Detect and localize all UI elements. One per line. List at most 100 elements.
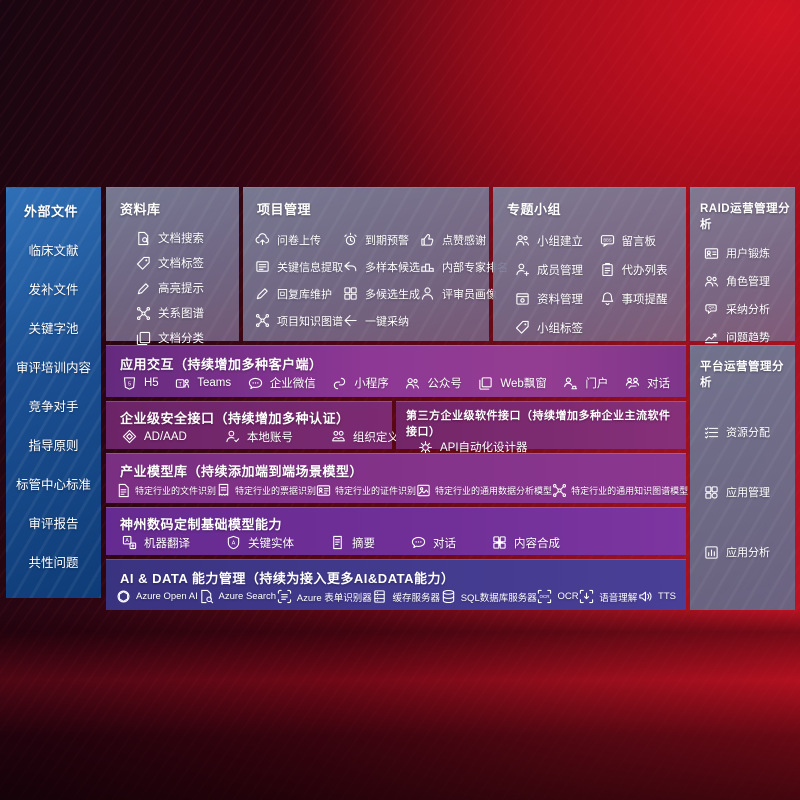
ocr-icon: OCR (537, 589, 552, 604)
entity-shield-icon: A (226, 535, 241, 550)
third-party-interface-title: 第三方企业级软件接口（持续增加多种企业主流软件接口） (406, 410, 671, 438)
sql-db-icon (441, 589, 456, 604)
feature-item: 摘要 (330, 535, 375, 551)
h5-icon: 5 (122, 376, 137, 391)
external-files-panel: 外部文件 临床文献 发补文件 关键字池 审评培训内容 竞争对手 指导原则 标管中心标准 审评报… (6, 187, 101, 598)
dialog-users-icon (625, 376, 640, 391)
role-users-icon (704, 274, 719, 289)
feature-item: 资料管理 (515, 291, 600, 307)
folder-box-icon (515, 291, 530, 306)
feature-item: 文档标签 (136, 255, 239, 271)
security-interface-title: 企业级安全接口（持续增加多种认证） (120, 411, 350, 427)
teams-icon: T (175, 376, 190, 391)
feature-item: 评审员画像 (420, 286, 508, 302)
file-doc-icon (116, 483, 131, 498)
feature-item: 特定行业的票据识别 (216, 483, 316, 498)
ad-diamond-icon (122, 429, 137, 444)
form-recognizer-icon (277, 589, 292, 604)
adopt-arrow-icon (343, 313, 358, 328)
feature-item: 企业微信 (248, 375, 316, 391)
svg-text:QA: QA (709, 305, 715, 310)
doc-search-icon (136, 231, 151, 246)
feature-item: 公众号 (405, 375, 462, 391)
feature-item: SQL数据库服务器 (441, 589, 537, 604)
feature-item: 门户 (563, 375, 608, 391)
bell-icon (600, 291, 615, 306)
sidebar-item: 审评培训内容 (15, 361, 91, 375)
feature-item: 角色管理 (704, 273, 795, 289)
feature-item: 一键采纳 (343, 313, 420, 329)
todo-list-icon (600, 262, 615, 277)
openai-icon (116, 589, 131, 604)
feature-item: Web飘窗 (478, 375, 547, 391)
industry-models-items: 特定行业的文件识别 特定行业的票据识别 特定行业的证件识别 特定行业的通用数据分析模型… (106, 483, 688, 498)
miniprogram-icon (332, 376, 347, 391)
feature-item: Azure 表单识别器 (277, 589, 372, 604)
feature-item: AD/AAD (122, 429, 187, 444)
repository-panel: 资料库 文档搜索 文档标签 高亮提示 关系图谱 文档分类 (106, 187, 239, 345)
receipt-icon (216, 483, 231, 498)
feature-item: 项目知识图谱 (255, 313, 343, 329)
feature-item: 特定行业的通用知识图谱模型 (552, 483, 688, 498)
doc-copy-icon (136, 331, 151, 346)
sidebar-item: 关键字池 (28, 322, 79, 336)
feature-item: 成员管理 (515, 262, 600, 278)
feature-item: T Teams (175, 376, 231, 391)
group-users-icon (515, 233, 530, 248)
feature-item: 事项提醒 (600, 291, 681, 307)
trend-chart-icon (704, 330, 719, 345)
summary-doc-icon (330, 535, 345, 550)
pen-edit-icon (255, 286, 270, 301)
graph-icon (136, 306, 151, 321)
feature-item: 多样本候选 (343, 259, 420, 275)
feature-item: A 机器翻译 (122, 535, 190, 551)
azure-search-icon (199, 589, 214, 604)
feature-item: A 关键实体 (226, 535, 294, 551)
platform-analysis-items: 资源分配 应用管理 应用分析 (704, 424, 795, 560)
security-interface-items: AD/AAD 本地账号 组织定义 (106, 429, 399, 445)
feature-item: 本地账号 (225, 429, 293, 445)
cloud-upload-icon (255, 232, 270, 247)
svg-text:BBS: BBS (603, 237, 611, 242)
feature-item: 应用分析 (704, 544, 795, 560)
svg-text:A: A (125, 538, 129, 544)
feature-item: TTS (638, 589, 676, 604)
feature-item: 关键信息提取 (255, 259, 343, 275)
ai-data-title: AI & DATA 能力管理（持续为接入更多AI&DATA能力） (120, 570, 455, 586)
sidebar-item: 发补文件 (28, 283, 79, 297)
sidebar-item: 审评报告 (28, 517, 79, 531)
thumbs-up-icon (420, 232, 435, 247)
feature-item: 文档搜索 (136, 230, 239, 246)
raid-analysis-title: RAID运营管理分析 (700, 203, 791, 231)
resource-list-icon (704, 425, 719, 440)
person-icon (420, 286, 435, 301)
compose-grid-icon (492, 535, 507, 550)
base-models-panel: 神州数码定制基础模型能力 A 机器翻译 A 关键实体 摘要 对话 内容合成 (106, 507, 686, 555)
feature-item: 5 H5 (122, 376, 159, 391)
base-models-items: A 机器翻译 A 关键实体 摘要 对话 内容合成 (106, 535, 686, 551)
id-card-icon (316, 483, 331, 498)
feature-item: 问卷上传 (255, 232, 343, 248)
account-users-icon (405, 376, 420, 391)
raid-analysis-items: 用户锻炼 角色管理 QA 采纳分析 问题趋势 (704, 245, 795, 345)
base-models-title: 神州数码定制基础模型能力 (120, 517, 283, 533)
translate-icon: A (122, 535, 137, 550)
feature-item: 内部专家排名 (420, 259, 508, 275)
feature-item: 文档分类 (136, 330, 239, 346)
knowledge-graph-icon (255, 313, 270, 328)
feature-item: 内容合成 (492, 535, 560, 551)
feature-item: 用户锻炼 (704, 245, 795, 261)
project-management-items: 问卷上传 到期预警 点赞感谢 关键信息提取 多样本候选 内部专家排名 回复库维护 多候选生成评… (243, 226, 508, 334)
feature-item: 点赞感谢 (420, 232, 508, 248)
knowledge-graph-icon (552, 483, 567, 498)
feature-item: 问题趋势 (704, 329, 795, 345)
sidebar-item: 标管中心标准 (15, 478, 91, 492)
topic-groups-panel: 专题小组 小组建立 BBS 留言板 成员管理 代办列表 资料管理 事项提醒 小组标签 (493, 187, 686, 341)
topic-groups-items: 小组建立 BBS 留言板 成员管理 代办列表 资料管理 事项提醒 小组标签 (493, 226, 686, 342)
bbs-board-icon: BBS (600, 233, 615, 248)
feature-item: 对话 (625, 375, 670, 391)
industry-models-panel: 产业模型库（持续添加端到端场景模型） 特定行业的文件识别 特定行业的票据识别 特定行… (106, 453, 688, 503)
svg-text:OCR: OCR (540, 595, 551, 600)
feature-item: 应用管理 (704, 484, 795, 500)
reply-arrow-icon (343, 259, 358, 274)
